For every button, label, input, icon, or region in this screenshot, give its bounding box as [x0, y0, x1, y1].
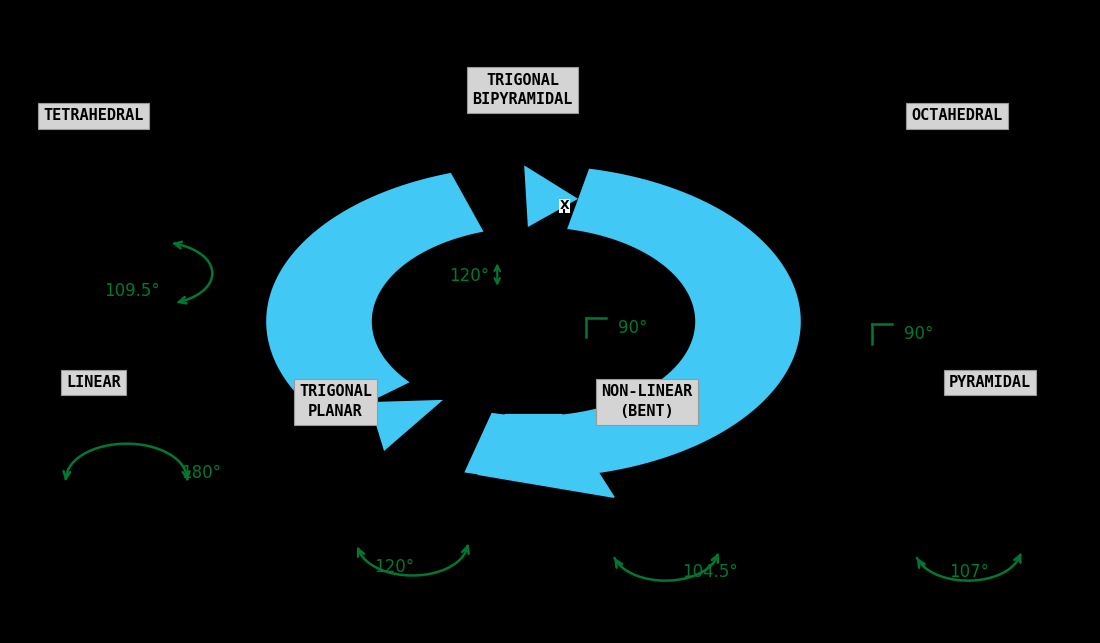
Polygon shape: [525, 165, 579, 227]
Text: OCTAHEDRAL: OCTAHEDRAL: [912, 108, 1002, 123]
Text: TETRAHEDRAL: TETRAHEDRAL: [43, 108, 144, 123]
Text: TRIGONAL
BIPYRAMIDAL: TRIGONAL BIPYRAMIDAL: [472, 73, 573, 107]
Polygon shape: [477, 415, 614, 497]
Text: 90°: 90°: [904, 325, 934, 343]
Text: 180°: 180°: [182, 464, 221, 482]
Text: PYRAMIDAL: PYRAMIDAL: [949, 375, 1031, 390]
Text: 90°: 90°: [618, 319, 648, 337]
Polygon shape: [370, 400, 443, 451]
Text: 104.5°: 104.5°: [682, 563, 738, 581]
Polygon shape: [464, 168, 801, 478]
Text: NON-LINEAR
(BENT): NON-LINEAR (BENT): [602, 385, 692, 419]
Text: 120°: 120°: [449, 267, 488, 285]
Text: X: X: [560, 199, 569, 212]
Text: LINEAR: LINEAR: [66, 375, 121, 390]
Polygon shape: [266, 173, 484, 422]
Text: TRIGONAL
PLANAR: TRIGONAL PLANAR: [299, 385, 372, 419]
Text: 120°: 120°: [374, 558, 414, 576]
Text: 107°: 107°: [949, 563, 989, 581]
Text: 109.5°: 109.5°: [104, 282, 161, 300]
